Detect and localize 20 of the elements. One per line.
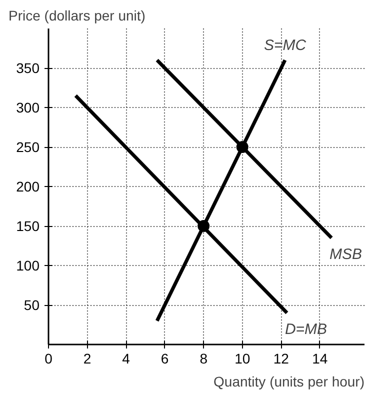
x-tick-label: 12 [273, 350, 290, 366]
x-tick-label: 0 [44, 350, 53, 366]
series-label: S=MC [264, 37, 306, 54]
x-axis-title: Quantity (units per hour) [214, 374, 365, 390]
y-tick-label: 100 [16, 258, 40, 274]
y-tick-label: 250 [16, 139, 40, 155]
series-label: D=MB [284, 320, 328, 338]
x-tick-label: 6 [160, 350, 169, 366]
y-tick-label: 350 [16, 60, 40, 76]
series-label: MSB [330, 246, 362, 263]
x-tick-label: 4 [122, 350, 130, 366]
y-axis-title: Price (dollars per unit) [8, 8, 146, 24]
x-tick-label: 14 [312, 350, 328, 366]
y-tick-label: 150 [16, 218, 40, 234]
x-tick-label: 2 [83, 350, 92, 366]
y-tick-label: 300 [16, 100, 40, 116]
x-tick-label: 8 [200, 350, 208, 366]
y-tick-label: 200 [16, 178, 40, 194]
x-tick-label: 10 [234, 350, 250, 366]
y-tick-label: 50 [24, 297, 40, 313]
